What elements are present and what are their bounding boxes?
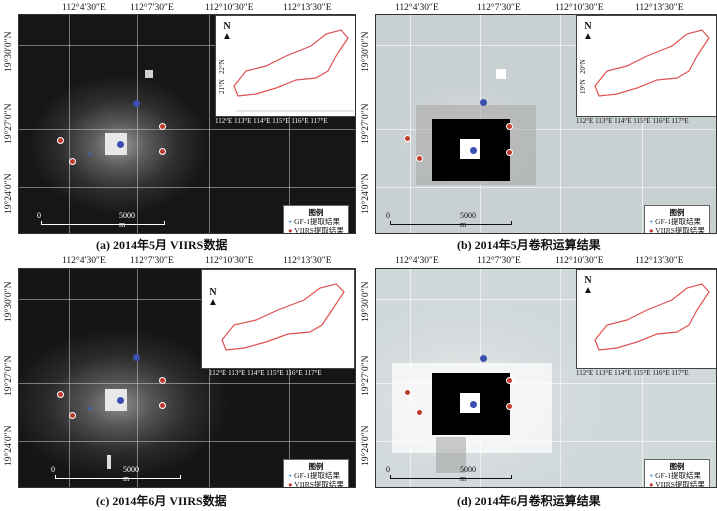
- cross-icon: +: [288, 471, 293, 480]
- panel-caption: (a) 2014年5月 VIIRS数据: [96, 238, 228, 252]
- map-frame: 0 5000 m N ▲ 20°N 19°N 112°E 113°E 114°E …: [375, 14, 717, 234]
- north-arrow-icon: N ▲: [208, 287, 218, 308]
- legend: 图例 + GF-1提取结果 ● VIIRS提取结果: [644, 205, 710, 234]
- north-arrow-icon: N ▲: [583, 21, 593, 42]
- y-tick: 19°24′0″N: [4, 173, 14, 214]
- location-inset: N ▲: [201, 269, 355, 369]
- panel-a: 112°4′30″E 112°7′30″E 112°10′30″E 112°13…: [0, 0, 358, 254]
- x-tick: 112°13′30″E: [283, 3, 332, 13]
- viirs-point: [159, 148, 166, 155]
- panel-b: 112°4′30″E 112°7′30″E 112°10′30″E 112°13…: [359, 0, 717, 254]
- map-frame: + 0 5000 m N ▲ 112°E 113°E 114°E 115°E 11…: [18, 268, 356, 488]
- location-inset: N ▲: [576, 269, 716, 369]
- x-tick: 112°7′30″E: [130, 3, 174, 13]
- cross-icon: +: [288, 217, 293, 226]
- location-inset: N ▲ 20°N 19°N: [576, 15, 716, 117]
- viirs-point: [57, 137, 64, 144]
- viirs-point: [159, 123, 166, 130]
- map-frame: + 0 5000 m N ▲ 22°N 21°N 112°E 113°E 114°…: [18, 14, 356, 234]
- cross-icon: +: [649, 471, 654, 480]
- panel-caption: (d) 2014年6月卷积运算结果: [457, 494, 601, 508]
- y-tick: 19°30′0″N: [4, 31, 14, 72]
- y-tick: 19°27′0″N: [4, 103, 14, 144]
- legend: 图例 + GF-1提取结果 ● VIIRS提取结果: [644, 459, 710, 488]
- viirs-point: [69, 158, 76, 165]
- inset-map: [233, 29, 354, 112]
- panel-caption: (c) 2014年6月 VIIRS数据: [96, 494, 227, 508]
- scale-bar: 0 5000 m: [37, 211, 165, 229]
- dot-icon: ●: [649, 226, 654, 234]
- dot-icon: ●: [288, 480, 293, 488]
- north-arrow-icon: N ▲: [222, 21, 232, 42]
- legend: 图例 + GF-1提取结果 ● VIIRS提取结果: [283, 205, 349, 234]
- viirs-point: [133, 100, 140, 107]
- legend: 图例 + GF-1提取结果 ● VIIRS提取结果: [283, 459, 349, 488]
- viirs-point: [117, 141, 124, 148]
- dot-icon: ●: [649, 480, 654, 488]
- map-frame: 0 5000 m N ▲ 112°E 113°E 114°E 115°E 116°…: [375, 268, 717, 488]
- panel-caption: (b) 2014年5月卷积运算结果: [457, 238, 601, 252]
- panel-d: 112°4′30″E 112°7′30″E 112°10′30″E 112°13…: [359, 256, 717, 511]
- dot-icon: ●: [288, 226, 293, 234]
- scale-bar: 0 5000 m: [51, 465, 181, 483]
- x-tick: 112°4′30″E: [62, 3, 106, 13]
- cross-icon: +: [649, 217, 654, 226]
- scale-bar: 0 5000 m: [386, 211, 512, 229]
- panel-c: 112°4′30″E 112°7′30″E 112°10′30″E 112°13…: [0, 256, 358, 511]
- scale-bar: 0 5000 m: [386, 465, 512, 483]
- x-tick: 112°10′30″E: [205, 3, 254, 13]
- north-arrow-icon: N ▲: [583, 275, 593, 296]
- location-inset: N ▲ 22°N 21°N: [215, 15, 355, 117]
- gf1-point: +: [87, 150, 93, 161]
